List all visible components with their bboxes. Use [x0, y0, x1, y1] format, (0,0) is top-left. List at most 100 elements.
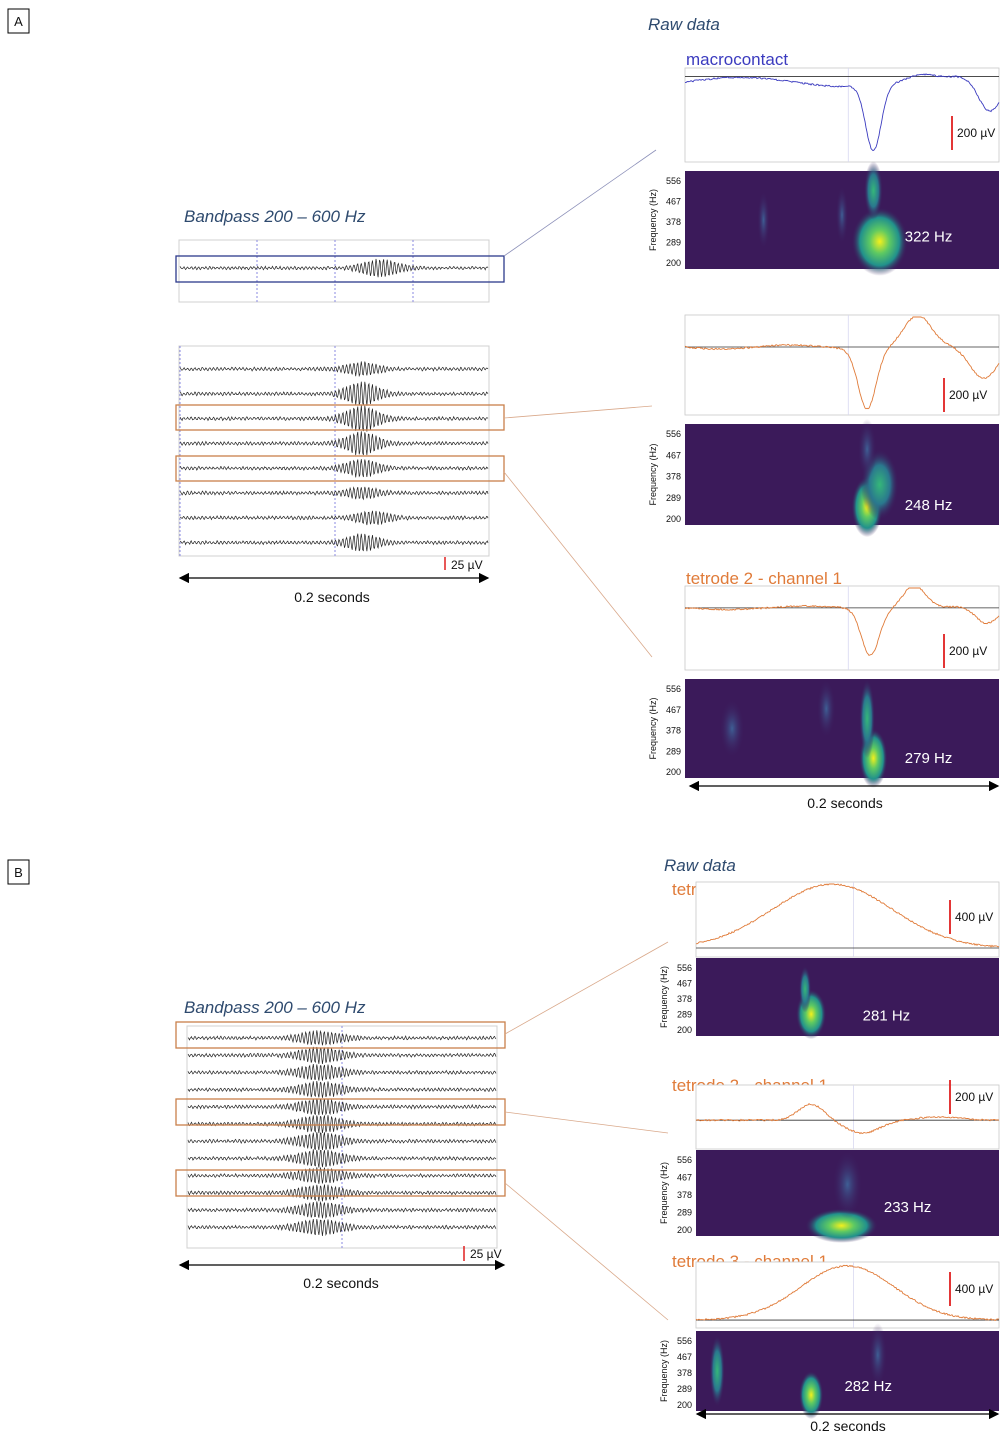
panel-b-freq-tick-1-1: 556 — [677, 963, 692, 973]
bandpass-trace-b-5 — [187, 1098, 497, 1116]
panel-a-row-2: tetrode 1 - channel 3200 µV5564673782892… — [648, 312, 1000, 538]
panel-b-peak-frequency-1: 281 Hz — [863, 1007, 911, 1024]
panel-a-trace-label-1: macrocontact — [686, 50, 788, 69]
bandpass-stack-a — [175, 345, 505, 557]
panel-b-raw-trace-2 — [695, 1103, 999, 1135]
panel-b-raw-trace-3 — [695, 1264, 999, 1322]
panel-b-freq-tick-1-2: 467 — [677, 979, 692, 989]
bandpass-trace-a-7 — [179, 510, 489, 526]
panel-b-freq-axis-label-2: Frequency (Hz) — [659, 1162, 669, 1224]
panel-b-scale-label-2: 200 µV — [955, 1090, 993, 1104]
bandpass-trace-b-2 — [187, 1046, 497, 1065]
connector-a-2 — [503, 405, 653, 419]
panel-b-freq-tick-3-5: 200 — [677, 1400, 692, 1410]
panel-letter-b: B — [14, 865, 23, 880]
bandpass-trace-b-7 — [187, 1132, 497, 1151]
connector-b-3 — [504, 1182, 669, 1321]
panel-a-spectrogram-3: 556 467 378 289 200 Frequency (Hz) 279 Hz — [648, 679, 999, 788]
panel-a-freq-axis-label-1: Frequency (Hz) — [648, 189, 658, 251]
bandpass-trace-b-8 — [187, 1149, 497, 1168]
bp-duration-b: 0.2 seconds — [303, 1275, 379, 1291]
panel-a-freq-tick-3-5: 200 — [666, 767, 681, 777]
panel-a-spectrogram-1: 556 467 378 289 200 Frequency (Hz) 322 Hz — [648, 161, 999, 276]
panel-a-freq-axis-label-3: Frequency (Hz) — [648, 697, 658, 759]
bandpass-trace-macro — [179, 258, 489, 278]
bandpass-trace-b-9 — [187, 1166, 497, 1184]
bandpass-stack-b — [175, 1021, 506, 1249]
bandpass-trace-a-4 — [179, 431, 489, 456]
panel-letter-box-b — [7, 859, 30, 885]
panel-a-freq-tick-1-3: 378 — [666, 217, 681, 227]
panel-b-peak-frequency-2: 233 Hz — [884, 1199, 932, 1216]
panel-a-freq-tick-3-1: 556 — [666, 684, 681, 694]
connector-b-2 — [504, 1111, 669, 1134]
panel-letter-box-a — [7, 8, 30, 34]
highlight-box-b-1 — [175, 1021, 506, 1049]
panel-b-freq-tick-3-2: 467 — [677, 1352, 692, 1362]
panel-a-spectrogram-2: 556 467 378 289 200 Frequency (Hz) 248 Hz — [648, 418, 999, 538]
bandpass-trace-b-10 — [187, 1184, 497, 1202]
bp-scale-label-b: 25 µV — [470, 1247, 502, 1261]
panel-a-freq-tick-2-2: 467 — [666, 450, 681, 460]
panel-a-raw-trace-2 — [684, 316, 1000, 410]
raw-duration-b: 0.2 seconds — [810, 1418, 886, 1434]
raw-data-title-a: Raw data — [648, 15, 720, 34]
panel-a-freq-tick-2-4: 289 — [666, 493, 681, 503]
panel-b-raw-trace-1 — [695, 883, 1000, 948]
panel-a-raw-trace-3 — [684, 587, 1000, 656]
panel-a-trace-label-3: tetrode 2 - channel 1 — [686, 569, 842, 588]
panel-a-freq-tick-2-3: 378 — [666, 472, 681, 482]
panel-b-freq-axis-label-1: Frequency (Hz) — [659, 966, 669, 1028]
macro-highlight-box — [175, 255, 505, 283]
bandpass-trace-b-11 — [187, 1201, 497, 1219]
panel-b-freq-tick-3-4: 289 — [677, 1384, 692, 1394]
panel-a-scale-label-3: 200 µV — [949, 644, 987, 658]
panel-a-freq-tick-3-3: 378 — [666, 726, 681, 736]
bandpass-trace-b-1 — [187, 1029, 497, 1046]
panel-letter-a: A — [14, 14, 23, 29]
panel-a-scale-label-2: 200 µV — [949, 388, 987, 402]
panel-b-spectrogram-1: 556 467 378 289 200 Frequency (Hz) 281 Hz — [659, 958, 999, 1040]
panel-a-peak-frequency-3: 279 Hz — [905, 750, 953, 767]
raw-duration-a: 0.2 seconds — [807, 795, 883, 811]
panel-b-freq-tick-2-2: 467 — [677, 1173, 692, 1183]
panel-a-row-3: tetrode 2 - channel 1 200 µV 556 467 378 289 2… — [648, 569, 1000, 788]
panel-b-freq-tick-1-5: 200 — [677, 1025, 692, 1035]
bandpass-trace-b-3 — [187, 1064, 497, 1081]
panel-a-freq-tick-3-2: 467 — [666, 705, 681, 715]
bp-scale-label-a: 25 µV — [451, 558, 483, 572]
bandpass-macro-a — [175, 239, 505, 303]
panel-a-freq-tick-1-1: 556 — [666, 176, 681, 186]
panel-b-freq-tick-2-1: 556 — [677, 1155, 692, 1165]
panel-a-freq-tick-1-5: 200 — [666, 258, 681, 268]
raw-data-title-b: Raw data — [664, 856, 736, 875]
bandpass-trace-a-5 — [179, 459, 489, 478]
panel-b-freq-tick-3-1: 556 — [677, 1336, 692, 1346]
panel-a-freq-tick-1-4: 289 — [666, 238, 681, 248]
highlight-box-a-2 — [175, 455, 505, 482]
panel-a-freq-tick-1-2: 467 — [666, 197, 681, 207]
panel-b-freq-tick-3-3: 378 — [677, 1368, 692, 1378]
bandpass-trace-a-1 — [179, 361, 489, 378]
panel-b-freq-tick-1-4: 289 — [677, 1010, 692, 1020]
bandpass-trace-a-2 — [179, 381, 489, 406]
bandpass-trace-a-8 — [179, 533, 489, 552]
panel-b-freq-tick-1-3: 378 — [677, 994, 692, 1004]
panel-a-row-1: macrocontact 200 µV 556 467 378 289 200 Frequen… — [648, 50, 1000, 276]
panel-b-freq-axis-label-3: Frequency (Hz) — [659, 1340, 669, 1402]
panel-a-freq-axis-label-2: Frequency (Hz) — [648, 443, 658, 505]
panel-a-freq-tick-2-5: 200 — [666, 514, 681, 524]
highlight-box-a-1 — [175, 404, 505, 431]
panel-b-peak-frequency-3: 282 Hz — [844, 1378, 892, 1395]
panel-b-spectrogram-2: 556 467 378 289 200 Frequency (Hz) 233 Hz — [659, 1150, 999, 1243]
panel-a-raw-trace-1 — [685, 73, 1000, 152]
bandpass-trace-a-3 — [179, 405, 489, 432]
panel-a-peak-frequency-1: 322 Hz — [905, 229, 953, 246]
panel-a-peak-frequency-2: 248 Hz — [905, 497, 953, 514]
panel-b-scale-label-3: 400 µV — [955, 1282, 993, 1296]
panel-b-freq-tick-2-5: 200 — [677, 1225, 692, 1235]
panel-a-freq-tick-3-4: 289 — [666, 746, 681, 756]
